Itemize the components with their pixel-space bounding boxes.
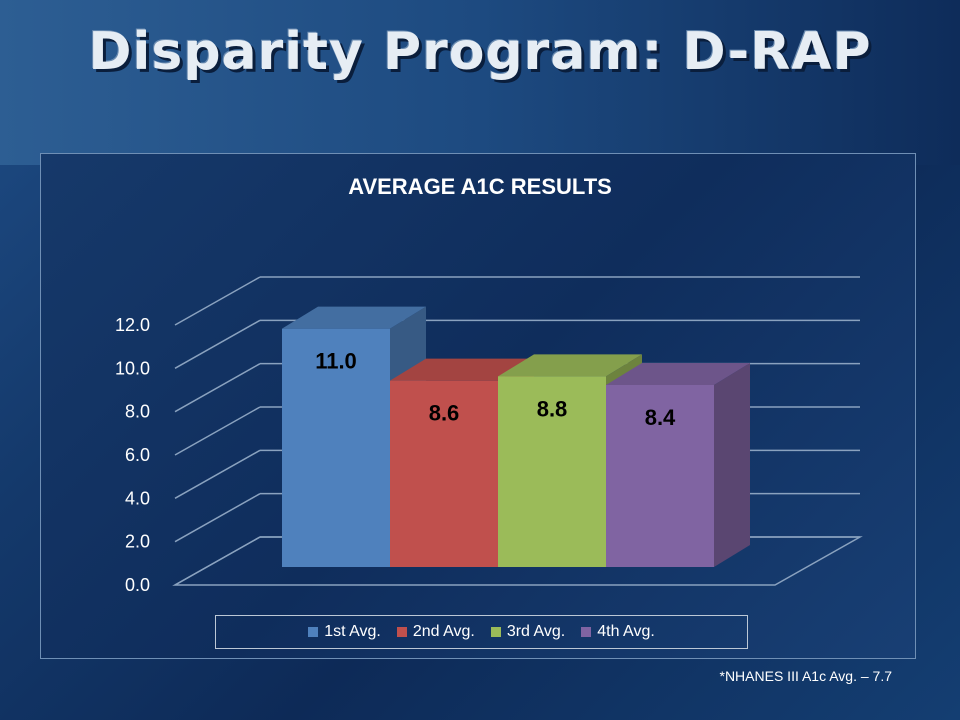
slide-title: Disparity Program: D-RAP <box>88 22 872 82</box>
legend-label-2nd: 2nd Avg. <box>412 623 475 640</box>
y-tick-label: 8.0 <box>125 402 150 422</box>
gridline-side <box>174 449 261 499</box>
chart-title: AVERAGE A1C RESULTS <box>348 174 612 199</box>
y-tick-label: 6.0 <box>125 445 150 465</box>
legend-item-2nd: 2nd Avg. <box>396 623 475 641</box>
y-tick-label: 2.0 <box>125 532 150 552</box>
bar <box>282 328 390 567</box>
y-tick-label: 12.0 <box>115 315 150 335</box>
legend-item-1st: 1st Avg. <box>308 623 381 641</box>
y-tick-label: 0.0 <box>125 575 150 595</box>
gridline-side <box>174 536 261 586</box>
gridline-side <box>174 493 261 543</box>
y-tick-label: 4.0 <box>125 488 150 508</box>
data-label: 8.4 <box>645 405 676 430</box>
data-label: 8.8 <box>537 396 568 421</box>
bar-top <box>606 363 750 385</box>
gridline-side <box>174 276 261 326</box>
legend-item-3rd: 3rd Avg. <box>490 623 566 641</box>
bar <box>498 376 606 567</box>
legend-label-1st: 1st Avg. <box>324 623 381 640</box>
data-label: 8.6 <box>429 401 460 426</box>
gridline-side <box>174 406 261 456</box>
y-tick-label: 10.0 <box>115 358 150 378</box>
legend-swatch-4th <box>581 627 592 637</box>
footnote: *NHANES III A1c Avg. – 7.7 <box>719 668 893 684</box>
bar-top <box>390 358 534 381</box>
chart-legend: 1st Avg. 2nd Avg. 3rd Avg. 4th Avg. <box>215 615 748 649</box>
legend-swatch-1st <box>308 627 319 637</box>
gridline-side <box>174 363 261 413</box>
legend-label-3rd: 3rd Avg. <box>506 623 566 640</box>
bar-side <box>714 363 750 567</box>
legend-label-4th: 4th Avg. <box>597 623 655 640</box>
gridline-side <box>174 319 261 369</box>
legend-swatch-2nd <box>396 627 407 637</box>
bar-top <box>282 306 426 329</box>
legend-item-4th: 4th Avg. <box>581 623 655 641</box>
title-band <box>0 0 960 165</box>
bar-top <box>498 354 642 377</box>
bar <box>606 385 714 567</box>
legend-swatch-3rd <box>490 627 501 637</box>
bar <box>390 380 498 567</box>
data-label: 11.0 <box>315 349 357 374</box>
